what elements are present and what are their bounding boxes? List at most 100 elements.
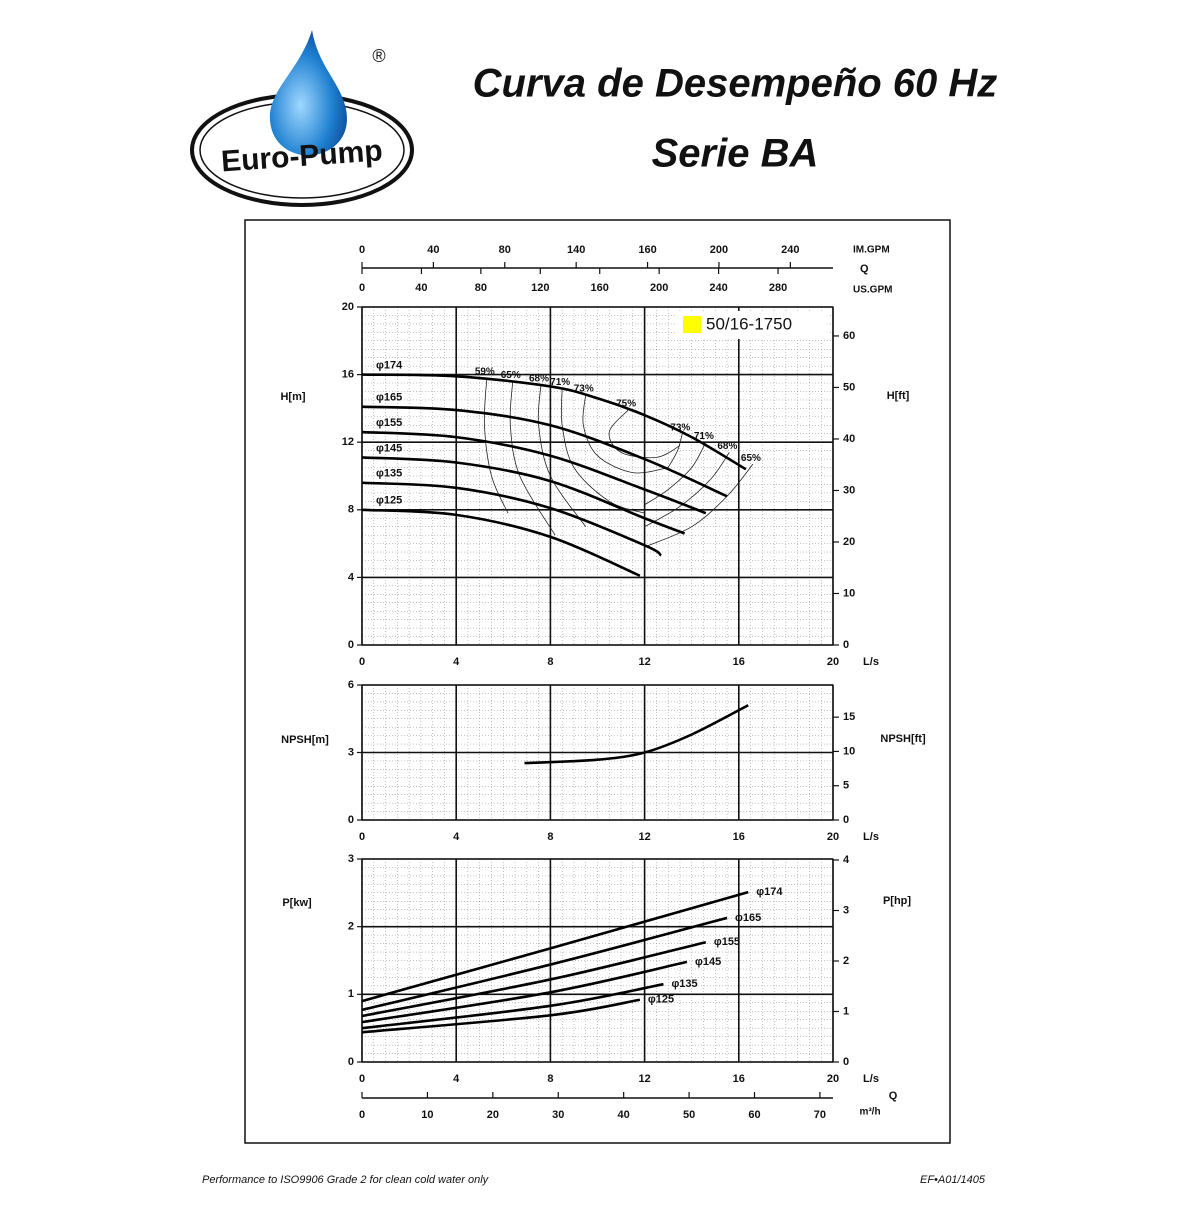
- series-label: φ125: [376, 495, 402, 507]
- x-tick-label: 8: [547, 656, 553, 668]
- x-axis-label: L/s: [863, 1073, 879, 1085]
- curve: [361, 481, 662, 557]
- y-tick-label: 2: [348, 921, 354, 933]
- series-label: φ155: [714, 936, 740, 948]
- logo: Euro-Pump ®: [190, 30, 414, 207]
- y2-tick-label: 40: [843, 433, 855, 445]
- top-axis-tick-label: 160: [591, 282, 609, 294]
- y-tick-label: 3: [348, 853, 354, 865]
- efficiency-curve: [644, 442, 707, 506]
- x-axis-label: L/s: [863, 656, 879, 668]
- x-tick-label: 16: [733, 831, 745, 843]
- y2-tick-label: 50: [843, 381, 855, 393]
- x-tick-label: 12: [638, 656, 650, 668]
- efficiency-label: 68%: [529, 373, 549, 384]
- x-tick-label: 20: [827, 831, 839, 843]
- x-tick-label: 4: [453, 656, 460, 668]
- efficiency-label: 71%: [550, 377, 570, 388]
- x-tick-label: 16: [733, 1073, 745, 1085]
- y2-tick-label: 1: [843, 1005, 849, 1017]
- x-tick-label: 16: [733, 656, 745, 668]
- bottom-axis-tick-label: 30: [552, 1109, 564, 1121]
- y2-tick-label: 10: [843, 745, 855, 757]
- efficiency-curve: [608, 409, 681, 459]
- series-label: φ135: [376, 468, 402, 480]
- efficiency-curve: [644, 452, 730, 528]
- y-axis-label: NPSH[m]: [281, 734, 329, 746]
- y2-axis-label: P[hp]: [883, 895, 911, 907]
- efficiency-curve: [582, 394, 669, 474]
- x-tick-label: 8: [547, 831, 553, 843]
- efficiency-label: 71%: [694, 431, 714, 442]
- page-subtitle: Serie BA: [652, 132, 819, 176]
- curve: [361, 890, 749, 1003]
- x-tick-label: 4: [453, 1073, 460, 1085]
- model-label: 50/16-1750: [706, 314, 792, 333]
- bottom-axis-tick-label: 20: [487, 1109, 499, 1121]
- top-axis-label: IM.GPM: [853, 245, 890, 256]
- efficiency-label: 73%: [670, 422, 690, 433]
- series-label: φ174: [376, 360, 403, 372]
- x-tick-label: 20: [827, 1073, 839, 1085]
- y-tick-label: 3: [348, 746, 354, 758]
- y-tick-label: 8: [348, 504, 354, 516]
- footer-note: Performance to ISO9906 Grade 2 for clean…: [202, 1174, 490, 1186]
- y-tick-label: 12: [342, 436, 354, 448]
- y-tick-label: 4: [348, 571, 355, 583]
- y2-tick-label: 60: [843, 330, 855, 342]
- x-tick-label: 12: [638, 1073, 650, 1085]
- x-tick-label: 0: [359, 656, 365, 668]
- page-title: Curva de Desempeño 60 Hz: [473, 62, 998, 106]
- y-tick-label: 20: [342, 301, 354, 313]
- y-tick-label: 1: [348, 988, 354, 1000]
- model-box: [676, 311, 828, 339]
- y-axis-label: H[m]: [280, 391, 305, 403]
- x-tick-label: 0: [359, 831, 365, 843]
- sheet-frame: [244, 219, 951, 1144]
- y2-tick-label: 15: [843, 711, 855, 723]
- efficiency-curve: [537, 384, 587, 527]
- top-axis-tick-label: 80: [475, 282, 487, 294]
- bottom-axis-tick-label: 60: [748, 1109, 760, 1121]
- efficiency-curve: [644, 463, 754, 548]
- top-axis-tick-label: 280: [769, 282, 787, 294]
- curve: [361, 405, 728, 498]
- curve: [361, 430, 707, 515]
- footer-code: EF•A01/1405: [920, 1174, 986, 1186]
- top-axis-tick-label: 40: [415, 282, 427, 294]
- series-label: φ135: [671, 978, 697, 990]
- top-axis-tick-label: 0: [359, 282, 365, 294]
- top-axis-tick-label: 200: [650, 282, 668, 294]
- x-axis-label: L/s: [863, 831, 879, 843]
- curve: [361, 508, 641, 577]
- bottom-axis-tick-label: 0: [359, 1109, 365, 1121]
- bottom-axis-tick-label: 70: [814, 1109, 826, 1121]
- y2-tick-label: 2: [843, 955, 849, 967]
- series-label: φ125: [648, 994, 674, 1006]
- y2-tick-label: 10: [843, 587, 855, 599]
- y2-tick-label: 3: [843, 904, 849, 916]
- registered-mark: ®: [372, 46, 385, 66]
- efficiency-label: 75%: [616, 399, 636, 410]
- x-tick-label: 0: [359, 1073, 365, 1085]
- bottom-axis-name: Q: [889, 1090, 898, 1102]
- y2-tick-label: 20: [843, 536, 855, 548]
- curve: [524, 704, 749, 765]
- y2-tick-label: 5: [843, 780, 849, 792]
- curve: [361, 982, 664, 1030]
- model-swatch: [683, 316, 701, 333]
- series-label: φ165: [376, 392, 402, 404]
- efficiency-label: 68%: [717, 441, 737, 452]
- y-tick-label: 0: [348, 814, 354, 826]
- series-label: φ145: [695, 956, 721, 968]
- bottom-axis-tick-label: 40: [618, 1109, 630, 1121]
- curve: [361, 916, 728, 1012]
- series-label: φ165: [735, 912, 761, 924]
- top-axis-tick-label: 200: [710, 244, 728, 256]
- curve: [361, 456, 686, 535]
- x-tick-label: 20: [827, 656, 839, 668]
- efficiency-label: 65%: [741, 453, 761, 464]
- y-tick-label: 16: [342, 369, 354, 381]
